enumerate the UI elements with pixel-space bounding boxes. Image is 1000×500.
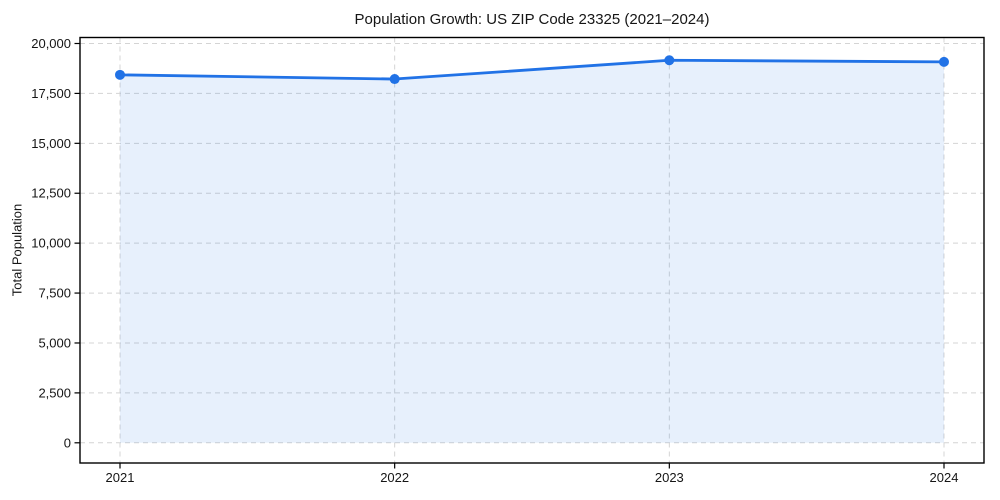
y-tick-label: 5,000: [38, 335, 71, 350]
data-point-2024: [939, 56, 949, 67]
trend-line: [118, 58, 946, 81]
y-tick-label: 20,000: [31, 36, 71, 51]
plot-background: [80, 37, 984, 463]
data-point-2023: [664, 55, 675, 66]
x-tick-label: 2022: [380, 470, 409, 485]
x-tick-label: 2021: [106, 470, 135, 485]
y-tick-label: 12,500: [31, 186, 71, 201]
y-tick-label: 7,500: [38, 286, 71, 301]
y-tick-label: 10,000: [31, 236, 71, 251]
axes-frame: [79, 36, 985, 464]
area-fill: [120, 60, 944, 443]
data-point-2021: [115, 69, 125, 80]
x-tick-label: 2024: [930, 470, 959, 485]
chart-title: Population Growth: US ZIP Code 23325 (20…: [354, 11, 710, 28]
y-tick-label: 17,500: [31, 86, 71, 101]
y-tick-label: 15,000: [31, 136, 71, 151]
y-tick-label: 2,500: [38, 385, 71, 400]
x-tick-label: 2023: [655, 470, 684, 485]
data-point-2022: [389, 74, 400, 85]
y-tick-label: 0: [64, 435, 71, 450]
